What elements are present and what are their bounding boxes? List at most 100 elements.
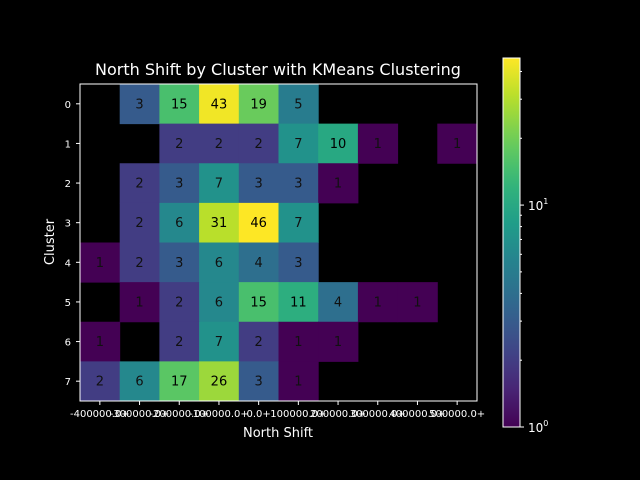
x-tick-label: -300000.0+	[110, 409, 170, 420]
cell-value-label: 2	[175, 137, 183, 152]
cell-value-label: 3	[294, 177, 302, 192]
heatmap-cell	[80, 361, 121, 402]
cell-value-label: 1	[374, 137, 382, 152]
cell-value-label: 4	[334, 295, 342, 310]
cell-value-label: 3	[255, 375, 263, 390]
heatmap-cell	[238, 361, 279, 402]
heatmap-cell	[80, 242, 121, 283]
y-tick-label: 6	[65, 338, 71, 349]
heatmap-cell	[199, 163, 240, 204]
heatmap-cell	[159, 282, 200, 323]
cell-value-label: 2	[135, 256, 143, 271]
x-tick-label: 500000.0+	[429, 409, 485, 420]
heatmap-cells: 3 15 43 19 52 2 2 7 10 1 12 3 7 3 3 12 6 31 46 71 2 3 6 4 31 2 6 15…	[80, 84, 478, 402]
heatmap-cell	[238, 321, 279, 362]
heatmap-cell	[199, 84, 240, 125]
cell-value-label: 3	[135, 97, 143, 112]
heatmap-cell	[238, 123, 279, 164]
heatmap-cell	[119, 84, 160, 125]
heatmap-cell	[278, 242, 319, 283]
x-axis-label: North Shift	[243, 426, 313, 441]
y-tick-label: 0	[65, 100, 71, 111]
cell-value-label: 1	[135, 295, 143, 310]
cell-value-label: 5	[294, 97, 302, 112]
heatmap-cell	[318, 321, 359, 362]
x-axis-ticks: -400000.0+-300000.0+-200000.0+-100000.0+…	[70, 401, 485, 420]
heatmap-cell	[159, 84, 200, 125]
heatmap-cell	[278, 84, 319, 125]
colorbar-gradient	[502, 57, 521, 428]
heatmap-cell	[397, 282, 438, 323]
cell-value-label: 7	[215, 177, 223, 192]
heatmap-cell	[159, 361, 200, 402]
heatmap-cell	[278, 321, 319, 362]
cell-value-label: 3	[175, 256, 183, 271]
cell-value-label: 1	[294, 335, 302, 350]
heatmap-cell	[159, 321, 200, 362]
heatmap-cell	[159, 242, 200, 283]
cell-value-label: 3	[294, 256, 302, 271]
heatmap-cell	[119, 361, 160, 402]
cell-value-label: 17	[171, 375, 188, 390]
chart-title: North Shift by Cluster with KMeans Clust…	[95, 60, 461, 79]
cell-value-label: 1	[96, 256, 104, 271]
colorbar-tick-label: 101	[528, 197, 548, 213]
x-tick-label: 100000.0+	[270, 409, 326, 420]
cell-value-label: 15	[171, 97, 188, 112]
x-tick-label: 400000.0+	[389, 409, 445, 420]
heatmap-cell	[119, 242, 160, 283]
x-tick-label: 200000.0+	[310, 409, 366, 420]
cell-value-label: 31	[211, 216, 228, 231]
cell-value-label: 11	[290, 295, 307, 310]
y-tick-label: 1	[65, 139, 71, 150]
colorbar-tick-label: 100	[528, 419, 548, 435]
cell-value-label: 2	[255, 137, 263, 152]
heatmap-cell	[238, 163, 279, 204]
cell-value-label: 1	[334, 335, 342, 350]
plot-frame	[79, 83, 478, 402]
cell-value-label: 7	[294, 137, 302, 152]
x-tick-label: -400000.0+	[70, 409, 130, 420]
heatmap-cell	[199, 123, 240, 164]
cell-value-label: 2	[175, 295, 183, 310]
heatmap-cell	[199, 242, 240, 283]
heatmap-cell	[318, 282, 359, 323]
heatmap-cell	[278, 361, 319, 402]
cell-value-label: 46	[250, 216, 267, 231]
cell-value-label: 15	[250, 295, 267, 310]
cell-value-label: 26	[211, 375, 228, 390]
cell-value-label: 2	[175, 335, 183, 350]
heatmap-cell	[238, 242, 279, 283]
x-tick-label: -200000.0+	[149, 409, 209, 420]
cell-value-label: 10	[330, 137, 347, 152]
cell-value-label: 19	[250, 97, 267, 112]
heatmap-cell	[238, 202, 279, 243]
y-tick-label: 2	[65, 179, 71, 190]
y-axis-ticks: 0 1 2 3 4 5 6 7	[65, 100, 80, 388]
heatmap-cell	[119, 163, 160, 204]
cell-value-label: 2	[135, 216, 143, 231]
heatmap-cell	[199, 202, 240, 243]
heatmap-cell	[318, 123, 359, 164]
cell-value-label: 6	[215, 295, 223, 310]
y-tick-label: 5	[65, 298, 71, 309]
cell-value-label: 3	[255, 177, 263, 192]
y-tick-label: 3	[65, 219, 71, 230]
heatmap-cell	[437, 123, 478, 164]
cell-value-label: 2	[96, 375, 104, 390]
cell-value-label: 1	[294, 375, 302, 390]
heatmap-cell	[199, 282, 240, 323]
heatmap-cell	[357, 123, 399, 164]
heatmap-cell	[278, 282, 319, 323]
heatmap-cell	[159, 123, 200, 164]
x-tick-label: 300000.0+	[350, 409, 406, 420]
colorbar: 100 101	[502, 57, 548, 435]
heatmap-cell	[357, 282, 399, 323]
heatmap-cell	[199, 321, 240, 362]
cell-value-label: 2	[215, 137, 223, 152]
heatmap-cell	[278, 163, 319, 204]
y-tick-label: 4	[65, 258, 71, 269]
heatmap-cell	[278, 123, 319, 164]
x-tick-label: 0.0+	[247, 409, 271, 420]
